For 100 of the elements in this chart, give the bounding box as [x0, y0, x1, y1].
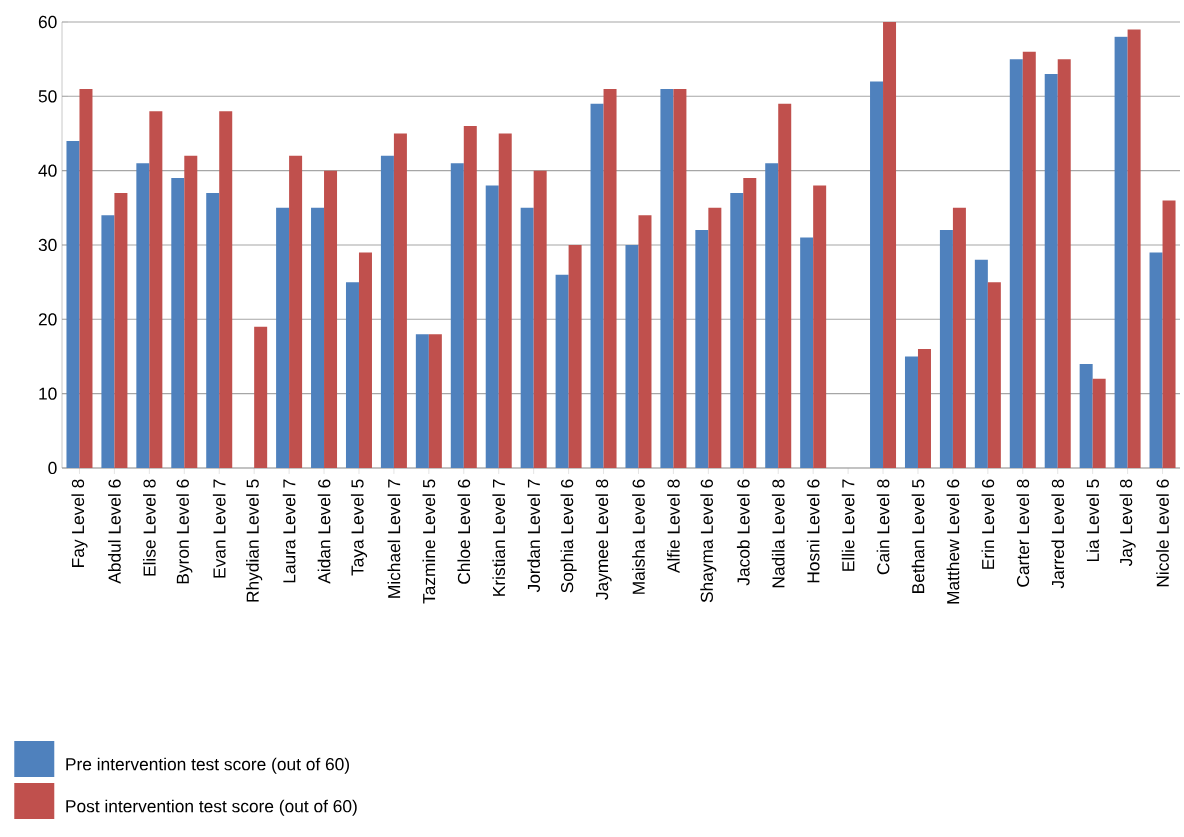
- bar: [393, 133, 407, 468]
- bar: [1114, 36, 1128, 468]
- bar: [1127, 29, 1141, 468]
- bar: [276, 207, 290, 468]
- bar: [904, 356, 918, 468]
- bar: [708, 207, 722, 468]
- x-tick-label: Nicole Level 6: [1156, 479, 1169, 587]
- bar: [428, 334, 442, 468]
- bar: [590, 103, 604, 468]
- bar: [66, 140, 80, 468]
- bar: [324, 170, 338, 468]
- bar: [463, 126, 477, 468]
- bar: [673, 88, 687, 468]
- bar: [101, 215, 115, 468]
- legend-label: Post intervention test score (out of 60): [66, 799, 357, 816]
- bar: [358, 252, 372, 468]
- bar: [206, 192, 220, 468]
- x-tick-label: Elise Level 8: [142, 479, 156, 576]
- bar: [171, 178, 185, 468]
- bar: [136, 163, 150, 468]
- bar: [952, 207, 966, 468]
- bar: [917, 349, 931, 468]
- bar: [625, 244, 639, 468]
- y-tick-label: 10: [39, 387, 57, 400]
- bar: [1162, 200, 1176, 468]
- x-tick-label: Alfie Level 8: [667, 479, 680, 574]
- x-tick-label: Ellie Level 7: [841, 479, 855, 571]
- x-tick-label: Laura Level 7: [282, 479, 296, 583]
- bar: [800, 237, 814, 468]
- y-tick-label: 50: [38, 90, 57, 103]
- bar: [730, 192, 744, 468]
- bar: [603, 88, 617, 468]
- bar: [765, 163, 779, 468]
- bar: [778, 103, 792, 468]
- bar: [870, 81, 884, 468]
- bar: [289, 155, 303, 468]
- bar: [987, 282, 1001, 468]
- x-tick-label: Tazmine Level 5: [422, 479, 436, 604]
- bar: [380, 155, 394, 468]
- x-tick-label: Matthew Level 6: [946, 479, 960, 604]
- bar: [568, 244, 582, 468]
- y-tick-label: 40: [38, 164, 57, 177]
- bar: [311, 207, 325, 468]
- bar: [114, 192, 128, 468]
- bar: [485, 185, 499, 468]
- bar: [415, 334, 429, 468]
- bar: [555, 274, 569, 468]
- bar: [695, 230, 709, 468]
- x-tick-label: Kristian Level 7: [492, 479, 506, 596]
- x-tick-label: Evan Level 7: [212, 479, 226, 578]
- bar: [254, 326, 268, 468]
- bar: [79, 88, 93, 468]
- x-tick-label: Jacob Level 6: [736, 479, 750, 586]
- bar: [1009, 59, 1023, 468]
- y-tick-label: 20: [38, 313, 57, 326]
- x-tick-label: Bethan Level 5: [911, 479, 925, 593]
- x-tick-label: Erin Level 6: [981, 479, 995, 569]
- x-tick-label: Lia Level 5: [1086, 479, 1100, 562]
- legend-label: Pre intervention test score (out of 60): [66, 757, 350, 774]
- x-tick-label: Jay Level 8: [1119, 479, 1136, 567]
- bar: [520, 207, 534, 468]
- bar: [883, 21, 897, 468]
- x-tick-label: Jarred Level 8: [1051, 479, 1065, 589]
- bar: [1057, 59, 1071, 468]
- bar: [533, 170, 547, 468]
- bar: [743, 178, 757, 468]
- bar: [1079, 363, 1093, 468]
- bar: [1149, 252, 1163, 468]
- bar: [939, 230, 953, 468]
- bar: [1044, 74, 1058, 468]
- x-tick-label: Rhydian Level 5: [246, 479, 263, 602]
- x-tick-label: Hosni Level 6: [806, 479, 820, 583]
- x-tick-label: Jaymee Level 8: [595, 479, 612, 600]
- x-tick-label: Sophia Level 6: [560, 479, 577, 593]
- bar: [638, 215, 652, 468]
- x-tick-label: Fay Level 8: [71, 479, 88, 567]
- bar: [450, 163, 464, 468]
- x-tick-label: Taya Level 5: [350, 479, 368, 576]
- bar: [184, 155, 198, 468]
- bar: [974, 259, 988, 468]
- x-tick-label: Michael Level 7: [387, 479, 401, 598]
- y-tick-label: 30: [38, 238, 57, 252]
- x-tick-label: Carter Level 8: [1016, 479, 1030, 587]
- bar: [149, 111, 163, 468]
- bar: [219, 111, 233, 468]
- x-tick-label: Maisha Level 6: [632, 479, 645, 594]
- x-tick-label: Cain Level 8: [876, 479, 890, 575]
- bar: [660, 88, 674, 468]
- x-tick-label: Shayma Level 6: [700, 479, 717, 603]
- x-tick-label: Nadila Level 8: [771, 479, 785, 588]
- bar: [498, 133, 512, 468]
- x-tick-label: Jordan Level 7: [527, 479, 541, 593]
- x-tick-label: Byron Level 6: [176, 479, 193, 584]
- bar: [1022, 51, 1036, 468]
- x-tick-label: Aidan Level 6: [317, 479, 331, 584]
- x-tick-label: Chloe Level 6: [457, 479, 471, 584]
- x-tick-label: Abdul Level 6: [108, 479, 121, 584]
- y-tick-label: 0: [48, 461, 57, 475]
- bar: [1092, 378, 1106, 468]
- y-tick-label: 60: [38, 15, 57, 29]
